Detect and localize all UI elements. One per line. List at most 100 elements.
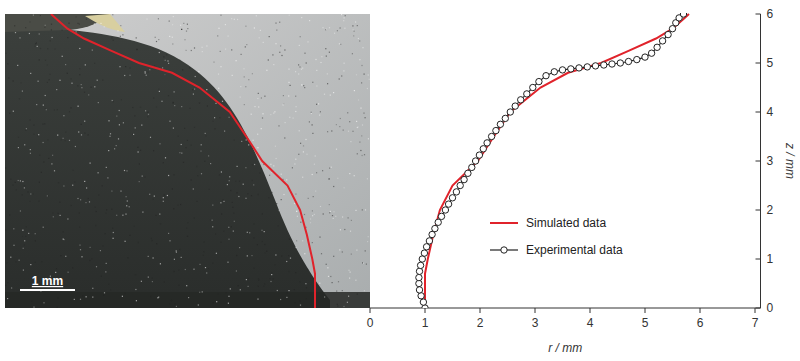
grain-dot (285, 122, 286, 123)
grain-dot (310, 218, 311, 219)
grain-dot (71, 205, 72, 206)
grain-dot (204, 242, 205, 243)
grain-dot (357, 126, 358, 127)
grain-dot (328, 178, 329, 179)
series-marker (416, 274, 422, 280)
grain-dot (158, 89, 159, 90)
grain-dot (253, 184, 254, 185)
grain-dot (281, 199, 282, 200)
grain-dot (45, 60, 46, 61)
grain-dot (202, 47, 203, 48)
grain-dot (263, 286, 264, 287)
grain-dot (145, 110, 146, 111)
grain-dot (276, 158, 277, 159)
grain-dot (111, 191, 112, 192)
grain-dot (281, 256, 282, 257)
grain-dot (275, 146, 276, 147)
grain-dot (139, 181, 140, 182)
grain-dot (37, 46, 38, 47)
grain-dot (314, 214, 315, 215)
grain-dot (105, 271, 106, 272)
grain-dot (29, 201, 30, 202)
grain-dot (67, 218, 68, 219)
grain-dot (199, 264, 200, 265)
grain-dot (288, 255, 289, 256)
grain-dot (351, 254, 352, 255)
grain-dot (33, 15, 34, 16)
series-marker (617, 60, 623, 66)
grain-dot (366, 264, 367, 265)
grain-dot (129, 206, 130, 207)
grain-dot (306, 287, 307, 288)
grain-dot (56, 268, 57, 269)
grain-dot (64, 239, 65, 240)
grain-dot (194, 89, 195, 90)
grain-dot (256, 15, 257, 16)
grain-dot (105, 233, 106, 234)
grain-dot (208, 268, 209, 269)
grain-dot (262, 113, 263, 114)
series-marker (634, 56, 640, 62)
series-marker (442, 207, 448, 213)
grain-dot (103, 295, 104, 296)
grain-dot (276, 203, 277, 204)
grain-dot (54, 170, 55, 171)
grain-dot (165, 60, 166, 61)
grain-dot (119, 110, 120, 111)
grain-dot (169, 21, 170, 22)
grain-dot (63, 185, 64, 186)
grain-dot (261, 97, 262, 98)
grain-dot (179, 249, 180, 250)
grain-dot (226, 292, 227, 293)
grain-dot (22, 91, 23, 92)
grain-dot (335, 216, 336, 217)
series-marker (530, 84, 536, 90)
grain-dot (310, 222, 311, 223)
grain-dot (236, 255, 237, 256)
series-marker (429, 231, 435, 237)
grain-dot (45, 108, 46, 109)
series-marker (421, 250, 427, 256)
grain-dot (168, 175, 169, 176)
grain-dot (218, 74, 219, 75)
grain-dot (191, 145, 192, 146)
grain-dot (210, 220, 211, 221)
grain-dot (63, 239, 64, 240)
grain-dot (65, 132, 66, 133)
grain-dot (357, 25, 358, 26)
grain-dot (326, 56, 327, 57)
grain-dot (160, 263, 161, 264)
grain-dot (27, 192, 28, 193)
grain-dot (264, 96, 265, 97)
grain-dot (56, 89, 57, 90)
grain-dot (315, 155, 316, 156)
grain-dot (354, 31, 355, 32)
grain-dot (193, 188, 194, 189)
grain-dot (341, 75, 342, 76)
figure: 1 mm012345670123456r / mmz / mmSimulated… (0, 0, 800, 361)
grain-dot (352, 131, 353, 132)
grain-dot (362, 155, 363, 156)
grain-dot (18, 137, 19, 138)
grain-dot (347, 112, 348, 113)
grain-dot (228, 239, 229, 240)
grain-dot (217, 294, 218, 295)
grain-dot (38, 81, 39, 82)
grain-dot (336, 149, 337, 150)
grain-dot (245, 167, 246, 168)
grain-dot (281, 55, 282, 56)
grain-dot (273, 278, 274, 279)
grain-dot (275, 23, 276, 24)
grain-dot (25, 27, 26, 28)
grain-dot (65, 140, 66, 141)
grain-dot (296, 106, 297, 107)
grain-dot (264, 283, 265, 284)
grain-dot (333, 92, 334, 93)
grain-dot (212, 226, 213, 227)
series-marker (592, 63, 598, 69)
grain-dot (145, 71, 146, 72)
grain-dot (62, 30, 63, 31)
grain-dot (86, 296, 87, 297)
grain-dot (144, 177, 145, 178)
grain-dot (221, 213, 222, 214)
